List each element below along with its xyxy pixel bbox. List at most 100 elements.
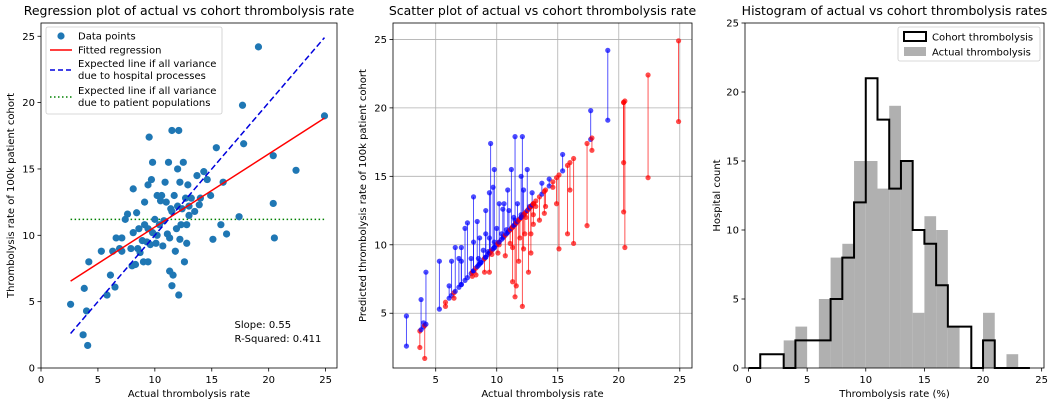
reg-xtick-label: 25 bbox=[319, 375, 332, 386]
cohort-point bbox=[588, 108, 594, 114]
cohort-point bbox=[530, 212, 536, 218]
cohort-point bbox=[564, 231, 571, 237]
cohort-point bbox=[464, 220, 471, 226]
actual-histogram-bar bbox=[795, 326, 808, 368]
cohort-point bbox=[452, 244, 458, 251]
actual-histogram-bar bbox=[854, 161, 866, 368]
hist-legend-box bbox=[897, 26, 1041, 62]
reg-xtick-label: 5 bbox=[95, 375, 101, 386]
cohort-point bbox=[436, 258, 442, 264]
cohort-point bbox=[533, 203, 539, 210]
cohort-point bbox=[528, 250, 534, 256]
cohort-point bbox=[506, 207, 512, 214]
data-point bbox=[187, 194, 195, 202]
sc-xtick-label: 25 bbox=[673, 375, 686, 386]
reg-ytick-label: 20 bbox=[22, 98, 35, 109]
cohort-point bbox=[622, 244, 628, 251]
cohort-point bbox=[567, 187, 573, 193]
cohort-point bbox=[509, 244, 516, 251]
cohort-point bbox=[512, 294, 518, 300]
cohort-point bbox=[553, 201, 560, 207]
data-point bbox=[209, 235, 217, 243]
data-point bbox=[166, 234, 174, 242]
data-point bbox=[176, 178, 184, 186]
data-point bbox=[240, 140, 248, 148]
data-point bbox=[184, 181, 192, 189]
cohort-point bbox=[589, 147, 595, 153]
sc-ytick-label: 5 bbox=[381, 309, 387, 320]
cohort-point bbox=[403, 313, 410, 319]
actual-point bbox=[645, 72, 651, 78]
sc-ytick-label: 10 bbox=[374, 240, 387, 251]
data-point bbox=[235, 213, 243, 221]
data-point bbox=[169, 271, 177, 279]
hist-frame bbox=[744, 22, 1045, 369]
hist-xtick-label: 10 bbox=[859, 375, 872, 386]
data-point bbox=[171, 247, 179, 255]
cohort-point bbox=[495, 250, 501, 256]
cohort-point bbox=[442, 303, 449, 309]
cohort-point bbox=[539, 180, 545, 186]
actual-point bbox=[452, 288, 458, 294]
data-point bbox=[145, 133, 153, 141]
actual-point bbox=[550, 179, 556, 185]
data-point bbox=[207, 191, 215, 200]
reg-ytick-label: 25 bbox=[22, 32, 35, 43]
sc-ytick-label: 20 bbox=[374, 103, 387, 114]
data-point bbox=[212, 144, 220, 152]
cohort-point bbox=[542, 203, 549, 210]
reg-xtick-label: 0 bbox=[38, 375, 44, 386]
hist-ytick-label: 0 bbox=[733, 364, 739, 375]
data-point bbox=[118, 234, 126, 242]
hist-ytick-label: 20 bbox=[726, 88, 739, 99]
data-point bbox=[151, 215, 159, 223]
cohort-point bbox=[512, 134, 518, 140]
actual-histogram-bar bbox=[924, 216, 937, 368]
actual-point bbox=[533, 198, 539, 204]
actual-histogram-bar bbox=[900, 161, 913, 368]
cohort-point bbox=[422, 355, 428, 362]
cohort-point bbox=[518, 173, 524, 179]
cohort-point bbox=[446, 283, 452, 289]
data-point bbox=[183, 221, 191, 229]
data-point bbox=[200, 168, 208, 176]
sc-xtick-label: 10 bbox=[490, 375, 503, 386]
reg-legend-box bbox=[45, 26, 223, 115]
cohort-point bbox=[500, 206, 506, 212]
hist-xtick-label: 5 bbox=[804, 375, 810, 386]
data-point bbox=[153, 231, 161, 239]
hist-xtick-label: 0 bbox=[745, 375, 751, 386]
data-point bbox=[135, 225, 143, 233]
cohort-point bbox=[486, 190, 493, 196]
data-point bbox=[162, 198, 170, 206]
cohort-point bbox=[474, 218, 480, 225]
actual-point bbox=[589, 135, 595, 141]
hist-xlabel: Thrombolysis rate (%) bbox=[838, 389, 950, 400]
actual-histogram-bar bbox=[936, 230, 948, 368]
data-point bbox=[193, 171, 201, 180]
reg-xtick-label: 20 bbox=[262, 375, 275, 386]
reg-xlabel: Actual thrombolysis rate bbox=[128, 389, 250, 400]
data-point bbox=[148, 158, 157, 166]
cohort-point bbox=[509, 279, 516, 285]
data-point bbox=[222, 230, 231, 238]
cohort-point bbox=[528, 231, 534, 237]
reg-ytick-label: 5 bbox=[29, 297, 35, 308]
cohort-point bbox=[417, 344, 423, 351]
actual-point bbox=[556, 172, 562, 178]
reg-ytick-label: 0 bbox=[29, 364, 35, 375]
actual-point bbox=[423, 321, 429, 327]
cohort-point bbox=[621, 209, 627, 215]
actual-point bbox=[622, 98, 628, 104]
r-squared-annotation: R-Squared: 0.411 bbox=[235, 334, 322, 345]
hist-ytick-label: 15 bbox=[726, 157, 739, 168]
data-point bbox=[168, 282, 176, 290]
actual-point bbox=[571, 155, 577, 162]
actual-histogram-bar bbox=[783, 340, 796, 368]
regression-line bbox=[70, 117, 325, 282]
data-point bbox=[175, 291, 183, 299]
legend-label: Fitted regression bbox=[78, 46, 161, 57]
data-point bbox=[179, 158, 187, 166]
cohort-point bbox=[458, 244, 464, 251]
actual-point bbox=[458, 281, 464, 288]
